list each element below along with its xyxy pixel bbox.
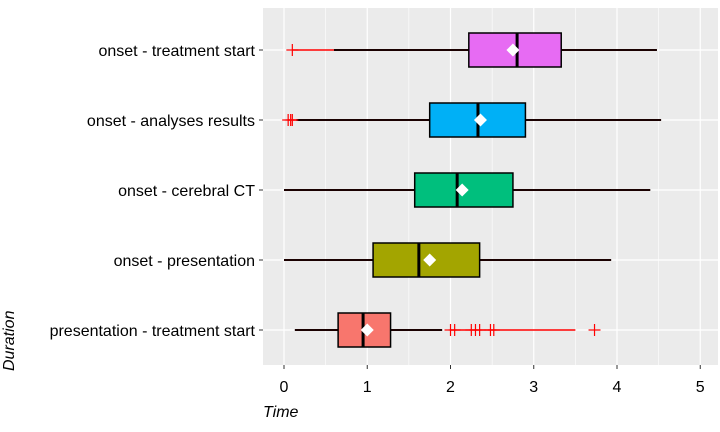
outlier-point	[286, 114, 299, 126]
y-tick-label: onset - presentation	[114, 253, 255, 270]
outlier-point	[588, 324, 601, 336]
box-group	[286, 32, 657, 68]
mean-marker	[360, 323, 374, 337]
y-axis-title: Duration	[1, 310, 18, 371]
outlier-point	[286, 44, 299, 56]
mean-marker	[455, 183, 469, 197]
x-tick-label: 5	[696, 379, 705, 396]
box-group	[284, 242, 612, 278]
box-series	[282, 32, 662, 348]
box-group	[294, 312, 601, 348]
x-tick-label: 0	[280, 379, 289, 396]
outlier-point	[487, 324, 500, 336]
x-tick-label: 2	[446, 379, 455, 396]
mean-marker	[506, 43, 520, 57]
x-tick-label: 4	[613, 379, 622, 396]
x-axis-ticks: 0 1 2 3 4 5	[280, 365, 705, 396]
outlier-point	[448, 324, 461, 336]
y-axis-ticks: onset - treatment start onset - analyses …	[50, 43, 263, 340]
box-group	[284, 172, 651, 208]
y-tick-label: onset - cerebral CT	[118, 183, 255, 200]
x-axis-title: Time	[263, 404, 299, 421]
y-tick-label: onset - treatment start	[98, 43, 255, 60]
mean-marker	[473, 113, 487, 127]
y-tick-label: presentation - treatment start	[50, 323, 256, 340]
outlier-point	[473, 324, 486, 336]
mean-marker	[423, 253, 437, 267]
box-group	[282, 102, 662, 138]
y-tick-label: onset - analyses results	[87, 113, 255, 130]
x-tick-label: 3	[529, 379, 538, 396]
x-tick-label: 1	[363, 379, 372, 396]
